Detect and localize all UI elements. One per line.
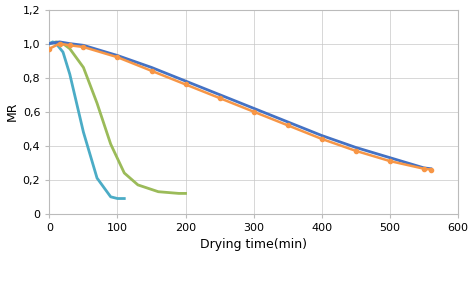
X-axis label: Drying time(min): Drying time(min)	[200, 238, 307, 252]
Y-axis label: MR: MR	[6, 102, 18, 121]
